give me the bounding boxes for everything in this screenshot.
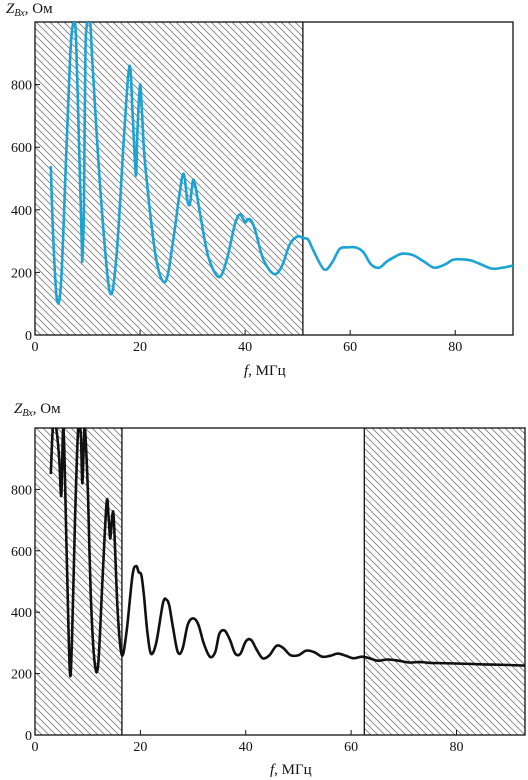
chart-bottom-y-tick-label: 400 [11, 606, 32, 621]
chart-top-x-tick-label: 0 [32, 340, 39, 355]
chart-top-x-tick-label: 60 [343, 340, 357, 355]
chart-top-impedance-curve [49, 22, 513, 305]
chart-top-ylabel: ZВх, Ом [6, 1, 53, 19]
chart-bottom-x-tick-label: 0 [32, 740, 39, 755]
chart-bottom-y-tick-label: 600 [11, 545, 32, 560]
chart-bottom-ylabel: ZВх, Ом [14, 401, 61, 419]
chart-bottom-xlabel: f, МГц [270, 762, 312, 778]
chart-top-x-tick-label: 20 [133, 340, 147, 355]
chart-bottom-hatched-region [35, 428, 122, 735]
chart-bottom-x-tick-label: 20 [133, 740, 147, 755]
chart-bottom-plot-frame [34, 427, 526, 736]
chart-top-x-tick-label: 40 [238, 340, 252, 355]
chart-top-xlabel: f, МГц [244, 363, 286, 379]
chart-top-y-tick-label: 0 [25, 329, 32, 344]
chart-bottom-y-tick-label: 200 [11, 668, 32, 683]
chart-bottom-y-tick-label: 0 [25, 729, 32, 744]
chart-top-y-tick-label: 600 [11, 141, 32, 156]
chart-top-y-tick-label: 800 [11, 79, 32, 94]
chart-top-y-tick-label: 200 [11, 266, 32, 281]
chart-bottom-x-tick-label: 80 [450, 740, 464, 755]
chart-bottom-hatched-region [364, 428, 525, 735]
chart-bottom-y-tick-label: 800 [11, 483, 32, 498]
chart-bottom-x-tick-label: 60 [344, 740, 358, 755]
chart-top-y-tick-label: 400 [11, 204, 32, 219]
chart-top-plot-frame [34, 21, 514, 336]
chart-top-x-tick-label: 80 [448, 340, 462, 355]
chart-bottom-x-tick-label: 40 [239, 740, 253, 755]
chart-bottom-impedance-curve [49, 428, 525, 678]
chart-top-hatched-region [35, 22, 303, 335]
